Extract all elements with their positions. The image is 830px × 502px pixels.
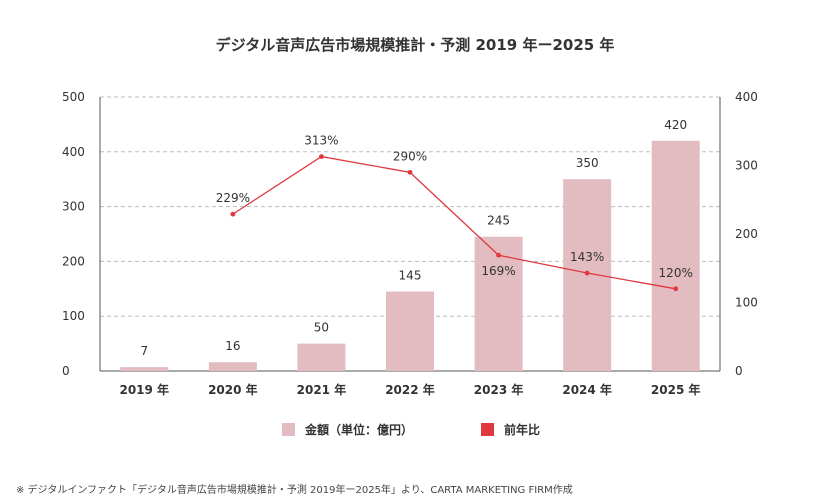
axes: 0 100 200 300 400 500 0 100 200 300 400 2019 年 2020 … xyxy=(62,90,758,397)
y-right-tick-label: 100 xyxy=(735,296,758,310)
y-left-tick-label: 0 xyxy=(62,364,70,378)
bar-value-label: 350 xyxy=(576,156,599,170)
legend-swatch-amount xyxy=(282,423,295,436)
bar-value-label: 16 xyxy=(225,339,240,353)
x-tick-label: 2025 年 xyxy=(651,382,701,397)
legend-label-amount: 金額（単位：億円） xyxy=(305,423,414,437)
x-tick-label: 2019 年 xyxy=(119,382,169,397)
y-right-tick-label: 0 xyxy=(735,364,743,378)
line-value-label: 169% xyxy=(481,264,515,278)
line-value-label: 120% xyxy=(659,266,693,280)
x-tick-label: 2024 年 xyxy=(562,382,612,397)
line-point xyxy=(407,169,413,175)
line-value-label: 313% xyxy=(304,134,338,148)
legend-label-yoy: 前年比 xyxy=(504,423,541,437)
bar-value-label: 145 xyxy=(399,269,422,283)
y-left-tick-label: 500 xyxy=(62,90,85,104)
chart-title: デジタル音声広告市場規模推計・予測 2019 年ー2025 年 xyxy=(215,36,615,54)
y-right-tick-label: 200 xyxy=(735,227,758,241)
bar-value-label: 245 xyxy=(487,214,510,228)
bar xyxy=(386,291,434,371)
y-left-tick-label: 200 xyxy=(62,254,85,268)
y-left-tick-label: 400 xyxy=(62,145,85,159)
line-value-label: 229% xyxy=(216,191,250,205)
grid-lines xyxy=(100,96,720,317)
bar-series xyxy=(120,140,700,371)
x-tick-label: 2021 年 xyxy=(297,382,347,397)
legend-item-yoy: 前年比 xyxy=(481,421,540,438)
legend-item-amount: 金額（単位：億円） xyxy=(282,421,413,438)
line-point xyxy=(584,270,590,276)
line-point xyxy=(673,286,679,292)
x-tick-label: 2022 年 xyxy=(385,382,435,397)
bar-value-label: 7 xyxy=(140,344,148,358)
data-labels: 7 16 50 145 245 350 420 229% 313% 290% 169% 143% 120… xyxy=(140,118,692,358)
x-tick-label: 2020 年 xyxy=(208,382,258,397)
y-right-tick-label: 400 xyxy=(735,90,758,104)
line-yoy xyxy=(232,155,676,290)
y-left-tick-label: 300 xyxy=(62,200,85,214)
bar xyxy=(208,362,257,371)
y-right-tick-label: 300 xyxy=(735,159,758,173)
bar xyxy=(120,367,169,371)
x-tick-label: 2023 年 xyxy=(474,382,524,397)
legend: 金額（単位：億円） 前年比 xyxy=(0,421,830,439)
y-left-tick-label: 100 xyxy=(62,309,85,323)
bar-value-label: 420 xyxy=(664,118,687,132)
line-value-label: 143% xyxy=(570,250,604,264)
bar xyxy=(651,140,700,371)
legend-swatch-yoy xyxy=(481,423,494,436)
line-value-label: 290% xyxy=(393,149,427,163)
line-point xyxy=(496,252,501,258)
line-point xyxy=(230,211,236,217)
bar-value-label: 50 xyxy=(314,321,329,335)
line-point xyxy=(319,154,324,159)
line-series xyxy=(230,154,679,292)
bar xyxy=(297,343,346,371)
source-note: ※ デジタルインファクト「デジタル音声広告市場規模推計・予測 2019年ー202… xyxy=(16,485,573,496)
bar xyxy=(474,236,523,371)
